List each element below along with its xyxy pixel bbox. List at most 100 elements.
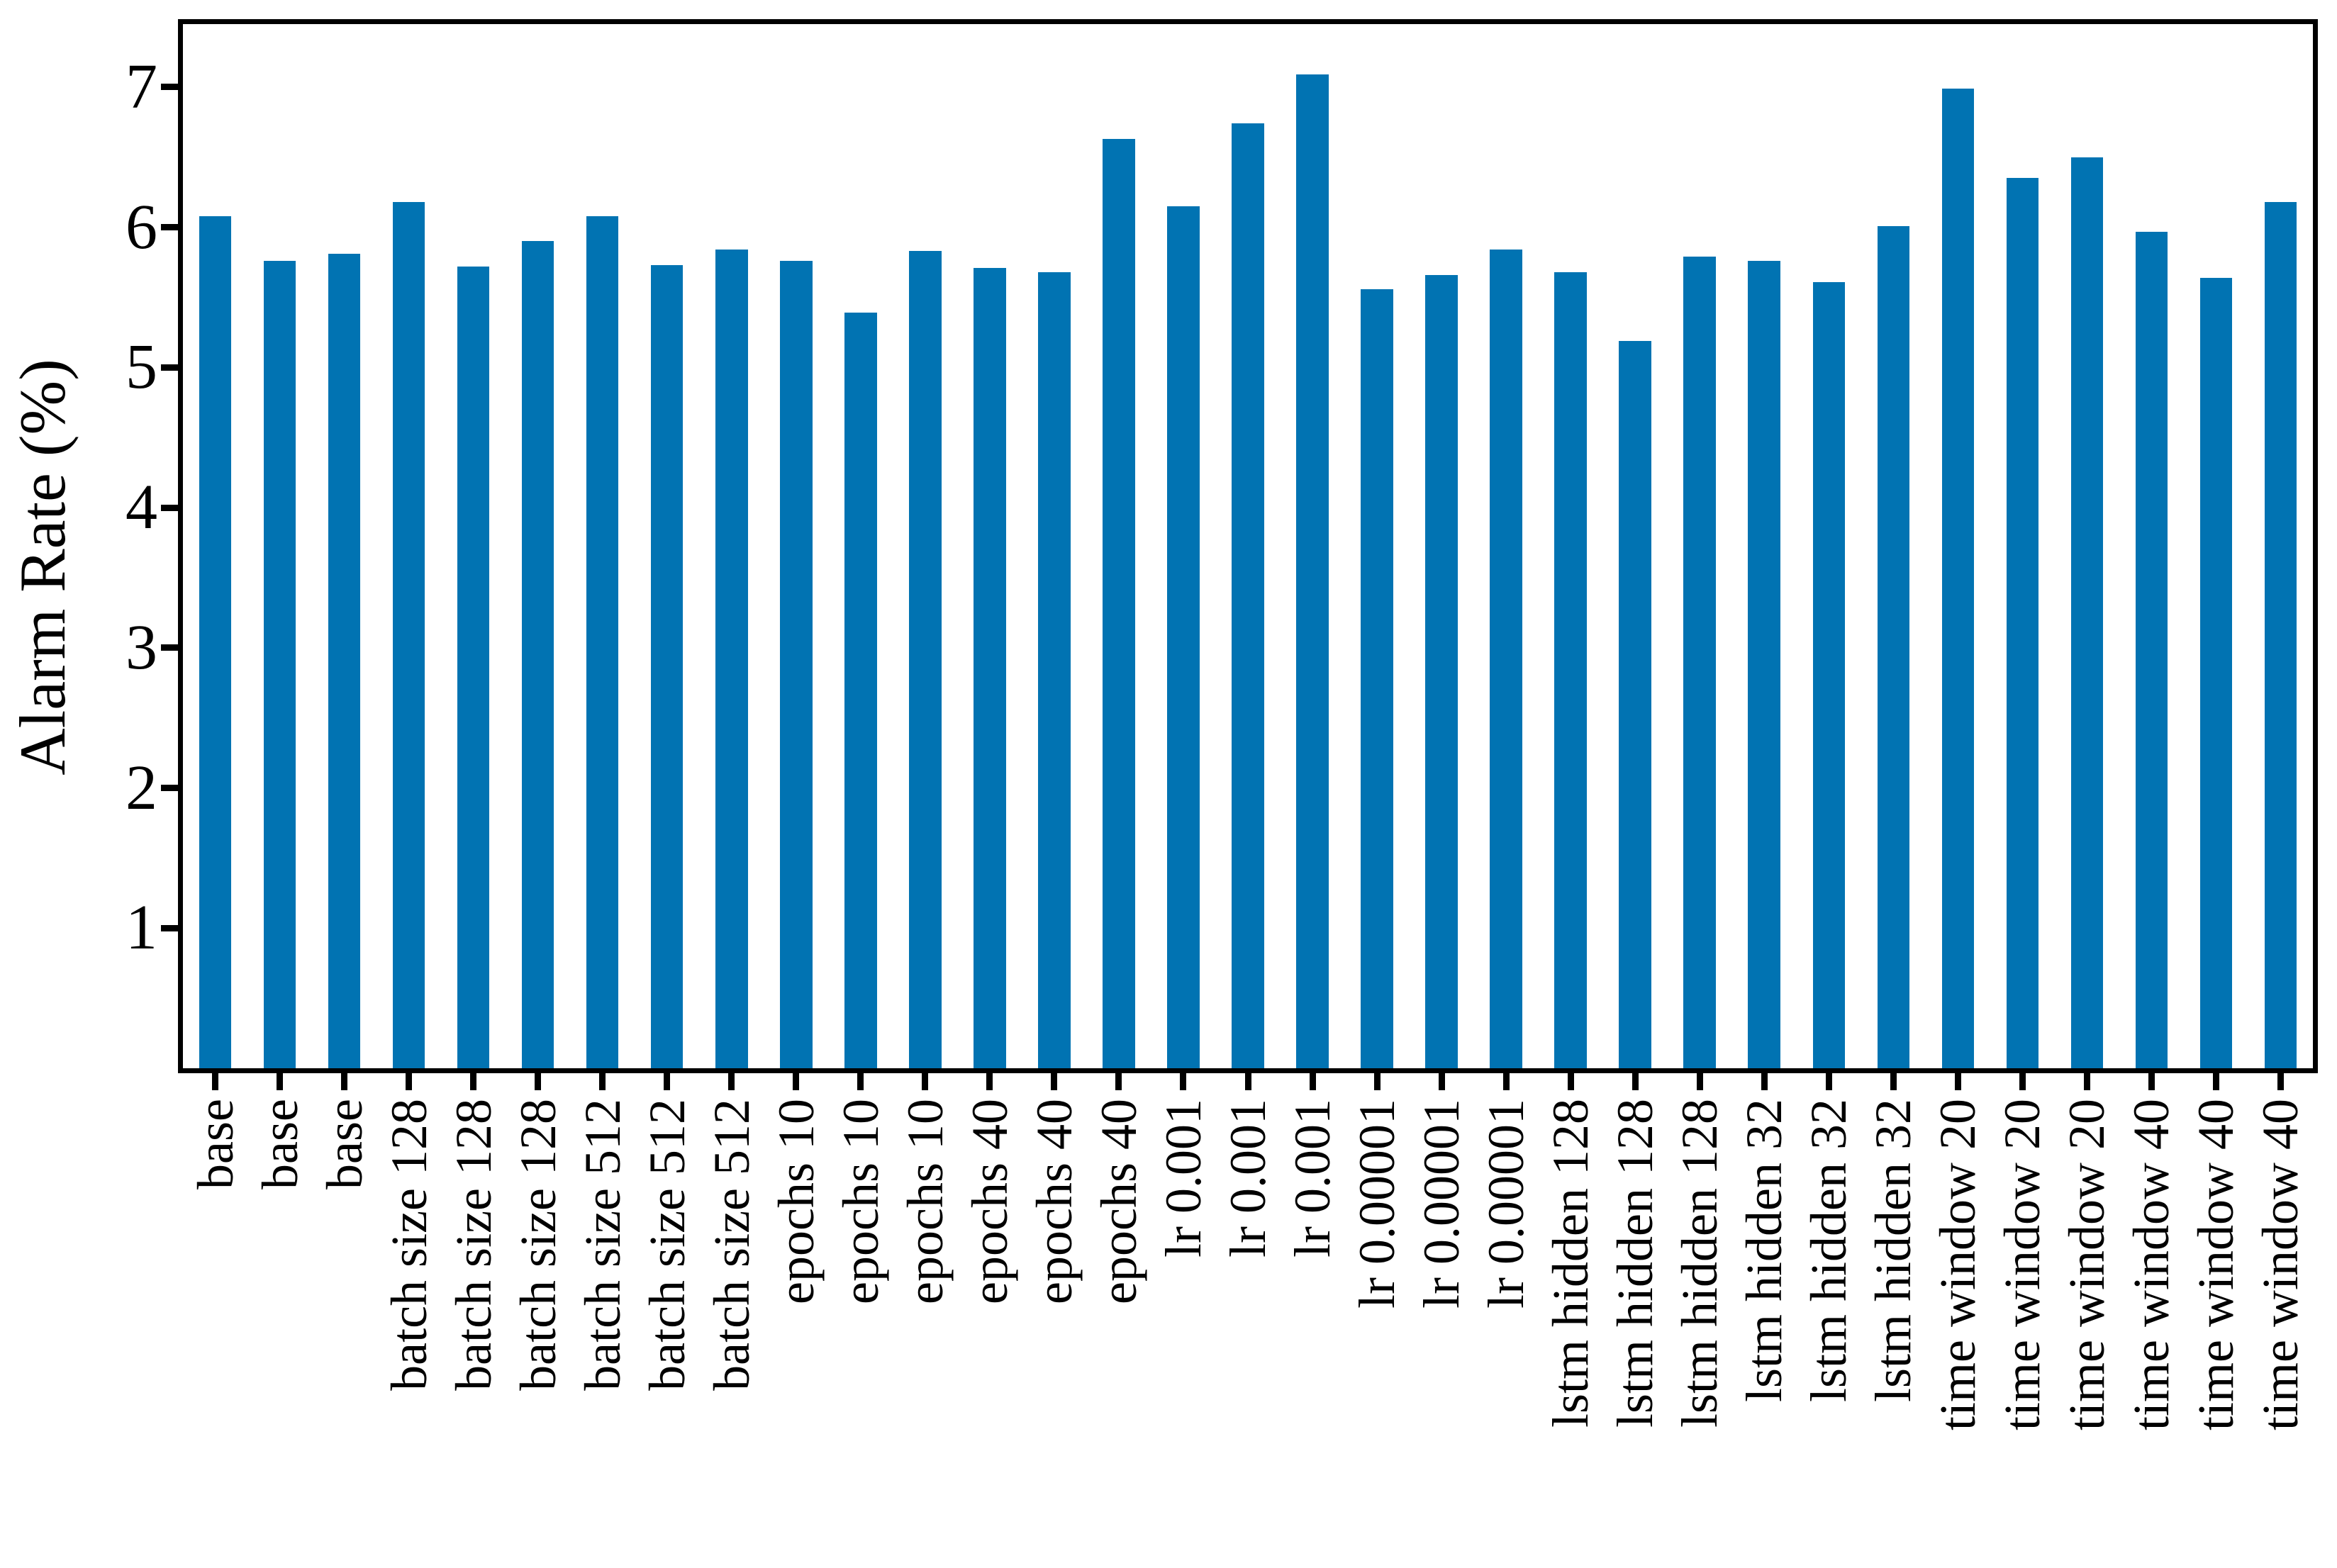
x-tick-mark — [793, 1073, 800, 1090]
x-tick-mark — [664, 1073, 671, 1090]
bar — [1748, 261, 1780, 1068]
x-tick-label: time window 40 — [2252, 1099, 2309, 1430]
bar — [2070, 157, 2104, 1068]
x-tick-mark — [341, 1073, 348, 1090]
bar — [1812, 281, 1845, 1068]
x-tick-label: batch size 128 — [445, 1099, 502, 1391]
bar — [1554, 271, 1587, 1068]
y-tick-label: 5 — [126, 332, 157, 403]
x-tick-mark — [406, 1073, 413, 1090]
bar — [263, 261, 296, 1068]
x-tick-mark — [1051, 1073, 1058, 1090]
x-tick-label: batch size 512 — [703, 1099, 760, 1391]
x-tick-mark — [1954, 1073, 1961, 1090]
y-tick-mark — [161, 84, 178, 91]
x-tick-label: time window 40 — [2187, 1099, 2245, 1430]
bar — [650, 265, 684, 1068]
x-tick-label: batch size 512 — [574, 1099, 631, 1391]
x-tick-label: epochs 40 — [1090, 1099, 1147, 1304]
x-tick-label: lstm hidden 128 — [1671, 1099, 1729, 1428]
x-tick-label: lstm hidden 128 — [1607, 1099, 1664, 1428]
bar — [521, 241, 554, 1068]
bar — [1232, 123, 1264, 1068]
x-tick-label: epochs 10 — [767, 1099, 825, 1304]
bar — [392, 202, 425, 1068]
y-tick-label: 3 — [126, 612, 157, 683]
x-tick-mark — [212, 1073, 218, 1090]
bar — [328, 254, 361, 1068]
y-tick-mark — [161, 364, 178, 371]
y-tick-label: 7 — [126, 51, 157, 122]
bar — [715, 250, 748, 1068]
x-tick-label: batch size 512 — [638, 1099, 696, 1391]
x-tick-mark — [1373, 1073, 1381, 1090]
x-tick-label: epochs 10 — [896, 1099, 954, 1304]
y-tick-mark — [161, 504, 178, 511]
y-tick-label: 6 — [126, 191, 157, 262]
x-tick-label: base — [316, 1099, 373, 1189]
bar — [2199, 277, 2233, 1068]
bar — [2135, 231, 2168, 1068]
x-tick-label: lstm hidden 128 — [1542, 1099, 1600, 1428]
x-tick-mark — [728, 1073, 735, 1090]
x-tick-label: lstm hidden 32 — [1865, 1099, 1922, 1402]
x-tick-mark — [277, 1073, 284, 1090]
x-tick-label: batch size 128 — [509, 1099, 567, 1391]
x-tick-mark — [1244, 1073, 1251, 1090]
x-tick-mark — [1567, 1073, 1574, 1090]
x-tick-mark — [1180, 1073, 1187, 1090]
x-tick-label: base — [186, 1099, 244, 1189]
x-tick-mark — [2019, 1073, 2026, 1090]
x-tick-label: epochs 10 — [832, 1099, 889, 1304]
y-tick-mark — [161, 224, 178, 231]
x-tick-label: epochs 40 — [1025, 1099, 1083, 1304]
bar — [457, 267, 490, 1068]
bar — [1941, 88, 1975, 1068]
bar — [974, 268, 1006, 1068]
y-tick-label: 2 — [126, 752, 157, 823]
x-tick-mark — [1502, 1073, 1510, 1090]
x-tick-label: lstm hidden 32 — [1800, 1099, 1858, 1402]
x-tick-mark — [1890, 1073, 1897, 1090]
x-tick-mark — [470, 1073, 477, 1090]
x-tick-mark — [2148, 1073, 2155, 1090]
x-tick-label: base — [251, 1099, 308, 1189]
x-tick-mark — [1696, 1073, 1703, 1090]
bar — [844, 313, 877, 1068]
y-tick-mark — [161, 924, 178, 931]
bar — [909, 251, 942, 1068]
x-tick-label: epochs 40 — [961, 1099, 1018, 1304]
bar — [1296, 74, 1329, 1068]
x-tick-mark — [2212, 1073, 2219, 1090]
x-tick-mark — [1761, 1073, 1768, 1090]
y-tick-label: 1 — [126, 892, 157, 963]
x-tick-mark — [1438, 1073, 1445, 1090]
y-tick-label: 4 — [126, 472, 157, 543]
bar — [1038, 271, 1071, 1068]
bar — [1877, 225, 1910, 1068]
x-tick-mark — [535, 1073, 542, 1090]
x-tick-mark — [1309, 1073, 1316, 1090]
bar — [199, 215, 232, 1068]
bar — [2006, 178, 2039, 1068]
x-tick-label: time window 40 — [2123, 1099, 2180, 1430]
x-tick-mark — [1115, 1073, 1122, 1090]
bar — [1361, 289, 1393, 1068]
x-tick-label: lr 0.00001 — [1413, 1099, 1471, 1309]
y-axis-title: Alarm Rate (%) — [6, 359, 79, 775]
x-tick-mark — [2083, 1073, 2090, 1090]
bar — [1425, 274, 1458, 1068]
x-tick-mark — [922, 1073, 929, 1090]
x-tick-label: lr 0.00001 — [1478, 1099, 1535, 1309]
y-tick-mark — [161, 644, 178, 651]
y-tick-mark — [161, 785, 178, 792]
bar — [586, 215, 619, 1068]
x-tick-label: lr 0.001 — [1154, 1099, 1212, 1258]
x-tick-mark — [1825, 1073, 1832, 1090]
bar — [1490, 250, 1522, 1068]
x-tick-label: lr 0.00001 — [1349, 1099, 1406, 1309]
x-tick-label: batch size 128 — [380, 1099, 437, 1391]
x-tick-mark — [857, 1073, 864, 1090]
bar — [1683, 257, 1716, 1068]
